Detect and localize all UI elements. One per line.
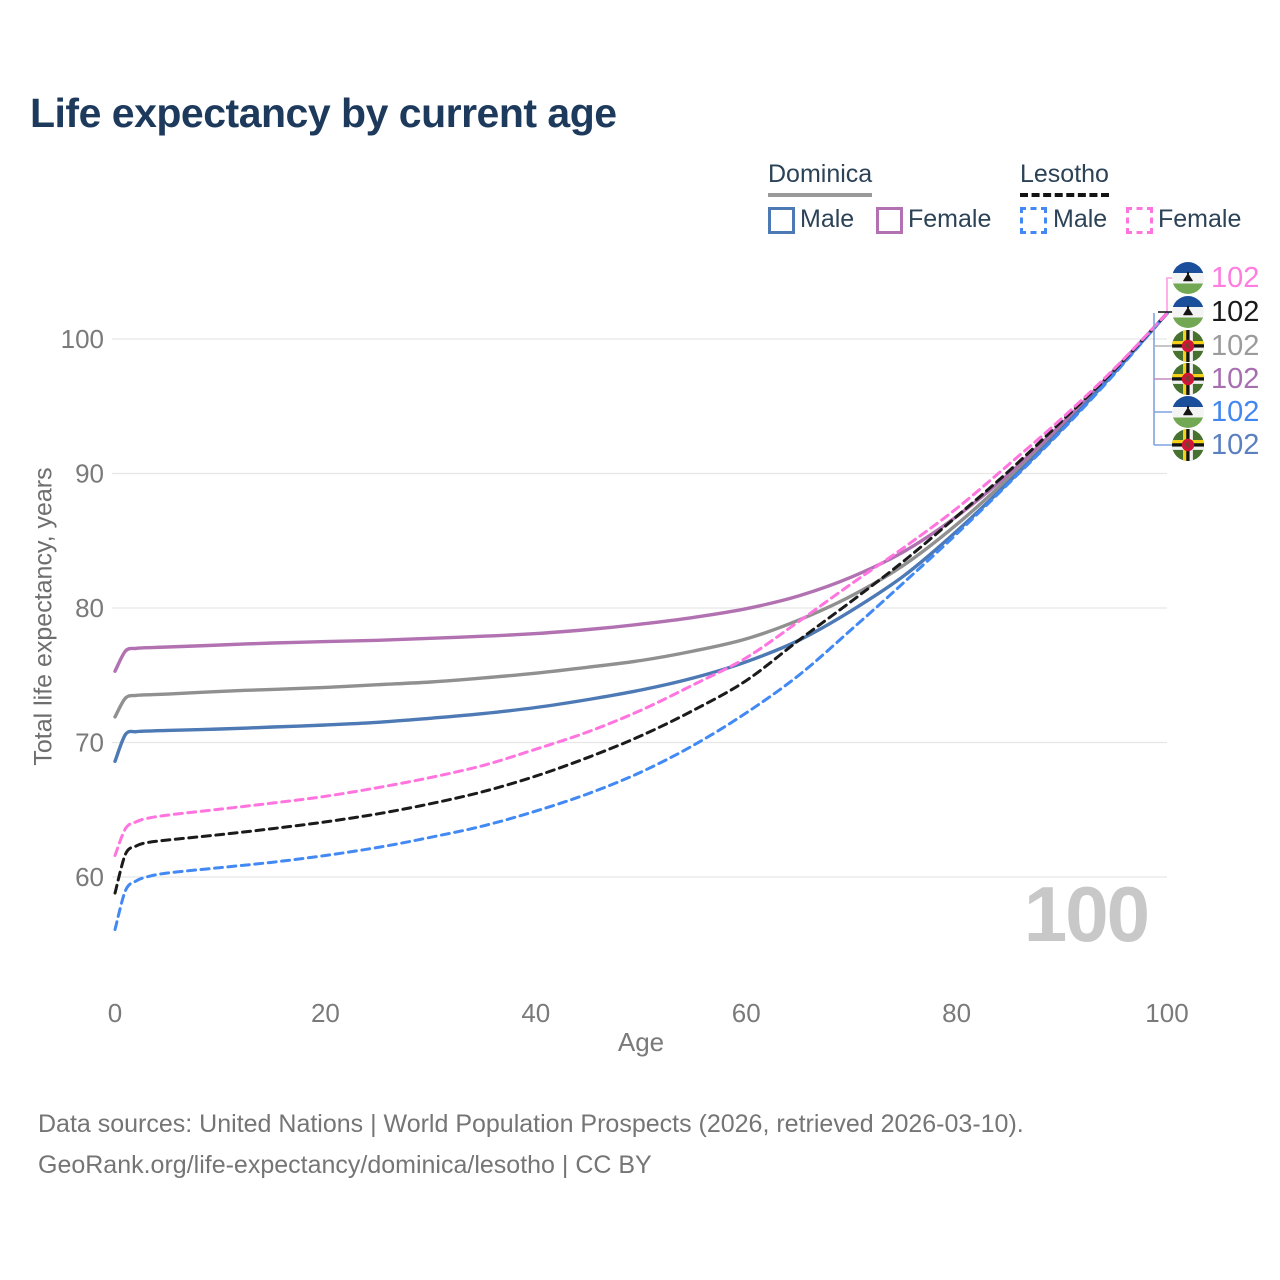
end-label-value: 102 (1211, 262, 1260, 294)
x-tick-100: 100 (1145, 998, 1188, 1028)
dominica-flag-icon (1172, 429, 1204, 461)
age-watermark: 100 (1023, 870, 1150, 958)
x-tick-60: 60 (732, 998, 761, 1028)
y-tick-100: 100 (61, 324, 104, 354)
end-label-dominica-male: 102 (1172, 429, 1259, 461)
end-label-value: 102 (1211, 296, 1260, 328)
dominica-flag-icon (1172, 330, 1204, 362)
end-label-lesotho-female: 102 (1172, 262, 1259, 294)
series-line-lesotho-male (113, 311, 1169, 931)
y-axis-title: Total life expectancy, years (29, 467, 58, 766)
y-tick-60: 60 (75, 862, 104, 892)
y-tick-70: 70 (75, 728, 104, 758)
source-attribution: Data sources: United Nations | World Pop… (38, 1104, 1024, 1186)
x-tick-0: 0 (108, 998, 122, 1028)
source-line-2[interactable]: GeoRank.org/life-expectancy/dominica/les… (38, 1151, 652, 1179)
line-chart-plot: 60 70 80 90 100 0 20 40 60 80 100 (61, 277, 1189, 1028)
series-line-dominica-female (113, 311, 1169, 673)
legend-label-lesotho-female[interactable]: Female (1158, 205, 1242, 233)
source-line-1: Data sources: United Nations | World Pop… (38, 1110, 1024, 1138)
series-line-dominica-male (113, 311, 1169, 763)
x-axis-title: Age (617, 1027, 665, 1057)
legend-swatch-lesotho-male[interactable] (1020, 207, 1047, 234)
lesotho-flag-icon (1172, 296, 1204, 328)
page-title: Life expectancy by current age (30, 90, 617, 136)
dominica-flag-icon (1172, 363, 1204, 395)
lesotho-flag-icon (1172, 396, 1204, 428)
y-tick-90: 90 (75, 459, 104, 489)
legend-group-dominica[interactable]: Dominica (768, 160, 873, 197)
end-label-dominica: 102 (1172, 330, 1259, 362)
legend-label-dominica-male[interactable]: Male (800, 205, 855, 233)
series-line-lesotho-female (113, 311, 1169, 857)
x-tick-20: 20 (311, 998, 340, 1028)
leader-line-0 (1166, 277, 1173, 313)
end-label-value: 102 (1211, 363, 1260, 395)
series-line-dominica (113, 311, 1169, 719)
legend-swatch-dominica-female[interactable] (876, 207, 903, 234)
end-label-value: 102 (1211, 330, 1260, 362)
x-tick-40: 40 (521, 998, 550, 1028)
lesotho-flag-icon (1172, 262, 1204, 294)
legend-swatch-dominica-male[interactable] (768, 207, 795, 234)
legend-label-dominica-female[interactable]: Female (908, 205, 992, 233)
end-label-lesotho: 102 (1172, 296, 1259, 328)
x-tick-80: 80 (942, 998, 971, 1028)
end-label-value: 102 (1211, 429, 1260, 461)
series-line-lesotho (113, 311, 1169, 895)
legend-group-lesotho[interactable]: Lesotho (1020, 160, 1109, 197)
end-label-value: 102 (1211, 396, 1260, 428)
legend-label-lesotho-male[interactable]: Male (1053, 205, 1108, 233)
end-label-dominica-female: 102 (1172, 363, 1259, 395)
legend-swatch-lesotho-female[interactable] (1126, 207, 1153, 234)
end-label-lesotho-male: 102 (1172, 396, 1259, 428)
y-tick-80: 80 (75, 593, 104, 623)
